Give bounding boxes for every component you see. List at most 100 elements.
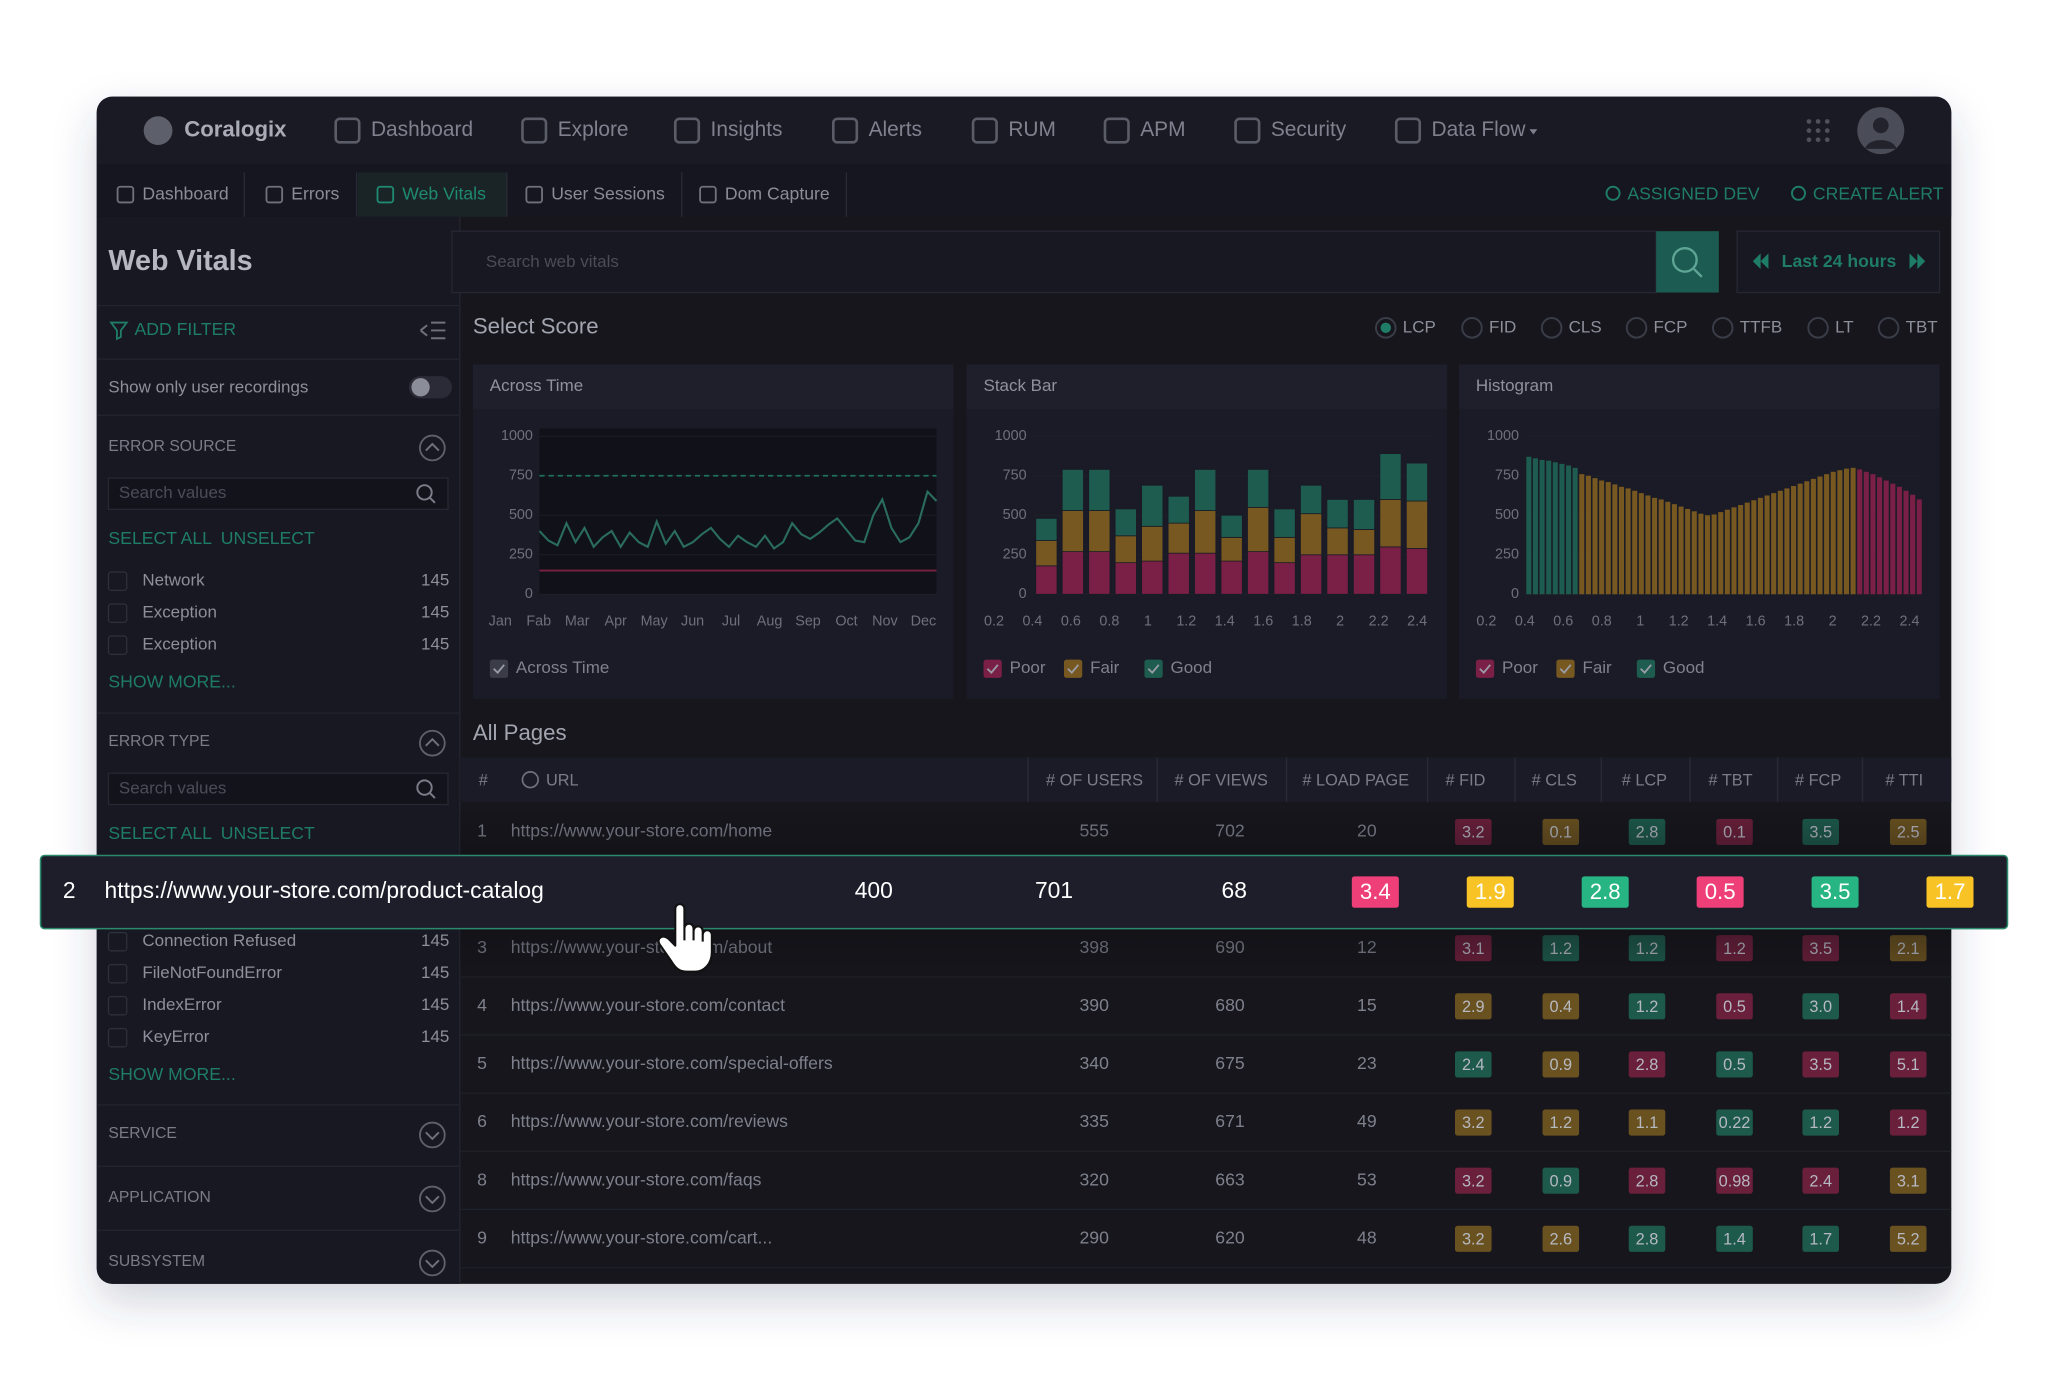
time-picker[interactable] bbox=[1736, 230, 1941, 294]
radio[interactable] bbox=[1461, 317, 1483, 339]
column-header[interactable]: # LCP bbox=[1622, 771, 1667, 789]
checkbox[interactable] bbox=[107, 1027, 128, 1048]
section-toggle[interactable] bbox=[419, 1121, 446, 1149]
search-bar[interactable] bbox=[451, 230, 1657, 294]
section-toggle[interactable] bbox=[419, 434, 446, 462]
radio[interactable] bbox=[1877, 317, 1900, 339]
search-input[interactable] bbox=[107, 477, 449, 511]
column-header[interactable]: # LOAD PAGE bbox=[1302, 771, 1409, 789]
section-toggle[interactable] bbox=[419, 729, 446, 757]
section-toggle[interactable] bbox=[419, 1185, 446, 1213]
column-header[interactable]: # OF USERS bbox=[1046, 771, 1143, 789]
nav-item[interactable]: APM bbox=[1140, 118, 1185, 141]
legend-label[interactable]: Poor bbox=[1010, 658, 1046, 677]
checkbox[interactable] bbox=[107, 603, 128, 623]
tab[interactable]: Web Vitals bbox=[402, 183, 486, 203]
legend-label[interactable]: Fair bbox=[1090, 658, 1120, 677]
metric-value: 2.4 bbox=[1462, 1056, 1485, 1074]
column-header[interactable]: # FCP bbox=[1795, 771, 1841, 789]
time-range[interactable]: Last 24 hours bbox=[1782, 251, 1897, 271]
column-header[interactable]: # OF VIEWS bbox=[1175, 771, 1268, 789]
metric-value: 0.5 bbox=[1723, 1056, 1746, 1074]
nav-item[interactable]: Explore bbox=[558, 118, 629, 141]
radio-label[interactable]: FID bbox=[1489, 317, 1516, 336]
add-filter[interactable]: ADD FILTER bbox=[135, 319, 237, 339]
checkbox[interactable] bbox=[107, 931, 128, 952]
column-header[interactable]: # CLS bbox=[1532, 771, 1577, 789]
column-header[interactable]: URL bbox=[546, 771, 579, 789]
row-load: 48 bbox=[1357, 1227, 1377, 1247]
radio-label[interactable]: TTFB bbox=[1740, 317, 1782, 336]
nav-icon bbox=[521, 117, 548, 144]
legend-checkbox[interactable] bbox=[1144, 659, 1163, 678]
show-more[interactable]: SHOW MORE... bbox=[108, 1064, 235, 1084]
nav-item[interactable]: Dashboard bbox=[371, 118, 473, 141]
legend-checkbox[interactable] bbox=[983, 659, 1002, 678]
radio-label[interactable]: FCP bbox=[1654, 317, 1688, 336]
checkbox[interactable] bbox=[107, 963, 128, 984]
time-next[interactable] bbox=[1909, 253, 1926, 270]
action-link[interactable]: CREATE ALERT bbox=[1813, 183, 1944, 203]
legend-label[interactable]: Good bbox=[1171, 658, 1213, 677]
legend-checkbox[interactable] bbox=[1475, 659, 1495, 678]
metric-badge bbox=[1802, 1225, 1839, 1252]
collapse-icon[interactable] bbox=[419, 321, 446, 340]
legend-checkbox[interactable] bbox=[489, 659, 509, 678]
row-url[interactable]: https://www.your-store.com/special-offer… bbox=[511, 1053, 833, 1073]
nav-item[interactable]: Security bbox=[1271, 118, 1347, 141]
checkbox[interactable] bbox=[107, 635, 128, 655]
select-all[interactable]: SELECT ALL bbox=[108, 528, 212, 548]
unselect[interactable]: UNSELECT bbox=[221, 528, 315, 548]
tab[interactable]: Dashboard bbox=[142, 183, 228, 203]
row-url[interactable]: https://www.your-store.com/cart... bbox=[511, 1227, 773, 1247]
metric-value: 1.7 bbox=[1809, 1230, 1832, 1248]
action-link[interactable]: ASSIGNED DEV bbox=[1627, 183, 1759, 203]
nav-item[interactable]: Alerts bbox=[869, 118, 922, 141]
column-header[interactable]: # TBT bbox=[1709, 771, 1753, 789]
radio-label[interactable]: CLS bbox=[1569, 317, 1602, 336]
legend-checkbox[interactable] bbox=[1636, 659, 1656, 678]
legend-label[interactable]: Across Time bbox=[516, 658, 609, 677]
nav-item[interactable]: Insights bbox=[711, 118, 783, 141]
legend-label[interactable]: Fair bbox=[1582, 658, 1612, 677]
radio[interactable] bbox=[1807, 317, 1829, 339]
radio[interactable] bbox=[1711, 317, 1734, 339]
nav-item[interactable]: RUM bbox=[1008, 118, 1056, 141]
row-url[interactable]: https://www.your-store.com/faqs bbox=[511, 1169, 762, 1189]
column-header[interactable]: # TTI bbox=[1885, 771, 1923, 789]
row-url[interactable]: https://www.your-store.com/contact bbox=[511, 995, 785, 1015]
column-header[interactable]: # bbox=[479, 771, 488, 789]
tab[interactable]: Dom Capture bbox=[725, 183, 830, 203]
search-button[interactable] bbox=[1656, 231, 1719, 293]
legend-label[interactable]: Poor bbox=[1502, 658, 1538, 677]
column-header[interactable]: # FID bbox=[1446, 771, 1486, 789]
radio[interactable] bbox=[1375, 317, 1397, 339]
search-input[interactable] bbox=[107, 772, 449, 806]
row-card[interactable] bbox=[39, 854, 2009, 930]
radio[interactable] bbox=[1625, 317, 1648, 339]
highlighted-row[interactable]: 2 https://www.your-store.com/product-cata… bbox=[39, 854, 2009, 930]
tab[interactable]: Errors bbox=[291, 183, 339, 203]
radio-label[interactable]: TBT bbox=[1906, 317, 1938, 336]
checkbox[interactable] bbox=[107, 571, 128, 591]
checkbox[interactable] bbox=[107, 995, 128, 1016]
y-tick-label: 1000 bbox=[1487, 428, 1519, 444]
section-toggle[interactable] bbox=[419, 1249, 446, 1277]
legend-checkbox[interactable] bbox=[1556, 659, 1575, 678]
legend-label[interactable]: Good bbox=[1663, 658, 1705, 677]
unselect[interactable]: UNSELECT bbox=[221, 823, 315, 843]
time-prev[interactable] bbox=[1752, 253, 1769, 270]
metric-value: 2.4 bbox=[1809, 1172, 1832, 1190]
row-url[interactable]: https://www.your-store.com/product-catal… bbox=[105, 877, 544, 903]
metric-badge bbox=[1802, 993, 1839, 1020]
radio-label[interactable]: LT bbox=[1835, 317, 1854, 336]
select-all[interactable]: SELECT ALL bbox=[108, 823, 212, 843]
filter-item: FileNotFoundError bbox=[142, 963, 282, 982]
legend-checkbox[interactable] bbox=[1063, 659, 1083, 678]
show-more[interactable]: SHOW MORE... bbox=[108, 672, 235, 692]
radio[interactable] bbox=[1540, 317, 1563, 339]
radio-label[interactable]: LCP bbox=[1403, 317, 1436, 336]
nav-item[interactable]: Data Flow bbox=[1431, 118, 1526, 141]
row-url[interactable]: https://www.your-store.com/reviews bbox=[511, 1111, 788, 1131]
tab[interactable]: User Sessions bbox=[551, 183, 665, 203]
